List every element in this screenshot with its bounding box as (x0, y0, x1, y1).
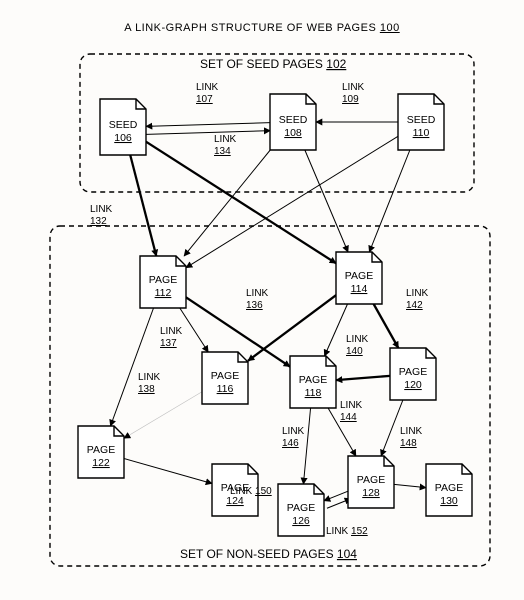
edge-106-114 (146, 142, 336, 264)
edge-108-114 (305, 150, 348, 252)
node-110: SEED110 (398, 94, 444, 150)
node-126: PAGE126 (278, 484, 324, 536)
link-graph-diagram: SET OF SEED PAGES 102 SET OF NON-SEED PAG… (0, 34, 524, 594)
svg-text:144: 144 (340, 412, 357, 423)
group-label-nonseed: SET OF NON-SEED PAGES 104 (180, 547, 357, 561)
edge-label: LINK140 (346, 334, 369, 357)
node-112: PAGE112 (140, 256, 186, 308)
edge-label: LINK142 (406, 288, 429, 311)
node-label: PAGE (211, 370, 239, 382)
edge-label: LINK138 (138, 372, 161, 395)
svg-text:140: 140 (346, 346, 363, 357)
edge-label: LINK107 (196, 82, 219, 105)
edge-label: LINK 152 (326, 526, 368, 537)
edge-110-114 (369, 150, 410, 252)
edge-118-126 (303, 408, 310, 484)
node-114: PAGE114 (336, 252, 382, 304)
node-ref: 108 (284, 127, 302, 139)
group-label-seed: SET OF SEED PAGES 102 (200, 57, 347, 71)
svg-text:137: 137 (160, 338, 177, 349)
page-title: A LINK-GRAPH STRUCTURE OF WEB PAGES 100 (0, 0, 524, 34)
node-ref: 114 (351, 283, 368, 295)
svg-text:LINK: LINK (406, 288, 429, 299)
node-ref: 112 (155, 287, 172, 299)
svg-text:132: 132 (90, 216, 107, 227)
svg-text:LINK: LINK (340, 400, 363, 411)
edge-106-108 (146, 131, 270, 135)
edge-label: LINK136 (246, 288, 269, 311)
edge-label: LINK109 (342, 82, 365, 105)
edge-120-118 (336, 376, 390, 380)
edge-116-122 (124, 392, 202, 439)
node-label: PAGE (345, 270, 373, 282)
node-122: PAGE122 (78, 426, 124, 478)
edge-label: LINK 150 (230, 486, 272, 497)
edge-108-112 (184, 150, 270, 256)
node-label: PAGE (357, 474, 385, 486)
edge-label: LINK137 (160, 326, 183, 349)
node-ref: 118 (305, 387, 322, 399)
svg-text:LINK 152: LINK 152 (326, 526, 368, 537)
node-108: SEED108 (270, 94, 316, 150)
node-ref: 128 (362, 487, 380, 499)
node-label: SEED (407, 114, 436, 126)
node-ref: 126 (292, 515, 310, 527)
svg-text:148: 148 (400, 438, 417, 449)
edge-128-130 (394, 484, 426, 487)
node-label: PAGE (299, 374, 327, 386)
svg-text:LINK: LINK (90, 204, 113, 215)
node-label: SEED (279, 114, 308, 126)
svg-text:LINK: LINK (160, 326, 183, 337)
edge-label: LINK146 (282, 426, 305, 449)
svg-text:109: 109 (342, 94, 359, 105)
edge-label: LINK132 (90, 204, 113, 227)
svg-text:LINK: LINK (246, 288, 269, 299)
node-ref: 130 (440, 495, 458, 507)
svg-text:LINK: LINK (138, 372, 161, 383)
edge-112-116 (180, 308, 208, 352)
edge-114-118 (325, 304, 348, 356)
edge-106-112 (130, 155, 156, 256)
node-label: PAGE (87, 444, 115, 456)
node-ref: 110 (413, 127, 430, 139)
node-106: SEED106 (100, 99, 146, 155)
svg-text:LINK: LINK (282, 426, 305, 437)
node-ref: 122 (92, 457, 110, 469)
edge-label: LINK134 (214, 134, 237, 157)
svg-text:142: 142 (406, 300, 423, 311)
svg-text:LINK: LINK (346, 334, 369, 345)
title-ref: 100 (380, 22, 400, 34)
node-130: PAGE130 (426, 464, 472, 516)
node-ref: 106 (114, 132, 132, 144)
svg-text:LINK: LINK (342, 82, 365, 93)
svg-text:138: 138 (138, 384, 155, 395)
svg-text:146: 146 (282, 438, 299, 449)
svg-text:136: 136 (246, 300, 263, 311)
edge-122-124 (124, 459, 212, 484)
svg-text:LINK: LINK (196, 82, 219, 93)
node-118: PAGE118 (290, 356, 336, 408)
edge-114-120 (374, 304, 399, 348)
svg-text:107: 107 (196, 94, 213, 105)
node-120: PAGE120 (390, 348, 436, 400)
node-label: PAGE (435, 482, 463, 494)
node-label: PAGE (399, 366, 427, 378)
node-ref: 116 (217, 383, 234, 395)
edge-label: LINK148 (400, 426, 423, 449)
node-label: SEED (109, 119, 138, 131)
node-label: PAGE (287, 502, 315, 514)
node-128: PAGE128 (348, 456, 394, 508)
edge-108-106 (146, 123, 270, 127)
edge-112-122 (110, 308, 153, 426)
title-prefix: A LINK-GRAPH STRUCTURE OF WEB PAGES (124, 22, 376, 34)
edge-label: LINK144 (340, 400, 363, 423)
svg-text:LINK: LINK (214, 134, 237, 145)
node-116: PAGE116 (202, 352, 248, 404)
node-label: PAGE (149, 274, 177, 286)
edge-128-126 (324, 491, 348, 501)
svg-text:LINK 150: LINK 150 (230, 486, 272, 497)
svg-text:LINK: LINK (400, 426, 423, 437)
node-ref: 120 (404, 379, 422, 391)
svg-text:134: 134 (214, 146, 231, 157)
